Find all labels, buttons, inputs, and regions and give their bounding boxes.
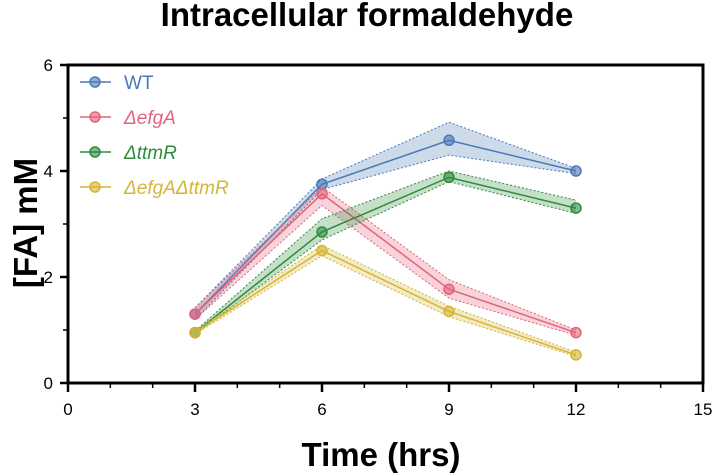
legend-swatch-marker — [89, 111, 101, 123]
y-tick-label: 4 — [44, 162, 53, 181]
band-upper-edge — [194, 186, 577, 331]
confidence-band — [195, 245, 576, 357]
band-lower-edge — [194, 154, 577, 320]
band-lower-edge — [194, 181, 577, 335]
series-line — [194, 192, 577, 334]
x-tick-label: 0 — [63, 400, 72, 419]
data-point — [570, 326, 582, 339]
data-point — [316, 188, 328, 200]
legend-label: ΔttmR — [123, 143, 177, 164]
legend-swatch-marker — [89, 181, 101, 193]
data-point — [443, 171, 455, 184]
x-tick-label: 9 — [444, 400, 453, 419]
data-point — [443, 283, 455, 295]
data-point — [570, 202, 582, 214]
series-line — [194, 139, 577, 315]
y-axis-label: [FA] mM — [7, 158, 44, 288]
series-4 — [189, 244, 582, 361]
x-tick-label: 15 — [694, 400, 713, 419]
x-tick-label: 12 — [567, 400, 586, 419]
data-point — [316, 244, 328, 257]
y-tick-label: 0 — [44, 374, 53, 393]
series-line — [194, 249, 577, 356]
x-axis-label: Time (hrs) — [302, 436, 461, 473]
chart-title: Intracellular formaldehyde — [161, 0, 574, 33]
x-tick-label: 6 — [317, 400, 326, 419]
data-point — [443, 305, 455, 318]
legend-swatch-marker — [89, 76, 101, 88]
confidence-band — [195, 171, 576, 335]
data-point — [189, 308, 201, 320]
data-point — [570, 349, 582, 361]
data-point — [189, 326, 201, 339]
band-upper-edge — [194, 244, 577, 353]
data-point — [443, 134, 455, 147]
y-tick-label: 6 — [44, 56, 53, 75]
legend-swatch-marker — [89, 146, 101, 158]
band-lower-edge — [194, 255, 577, 357]
data-point — [316, 226, 328, 238]
series-2 — [189, 186, 582, 339]
legend-label: WT — [124, 73, 154, 94]
band-upper-edge — [194, 170, 577, 332]
series-line — [194, 176, 577, 334]
legend-label: ΔefgA — [123, 108, 176, 129]
y-tick-label: 2 — [44, 268, 53, 287]
legend-label: ΔefgAΔttmR — [123, 178, 229, 199]
data-point — [570, 165, 582, 177]
x-tick-label: 3 — [190, 400, 199, 419]
